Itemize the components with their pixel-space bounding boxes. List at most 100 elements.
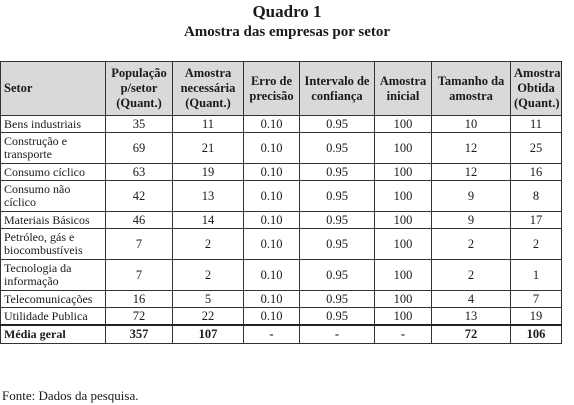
value-cell: 10 <box>431 115 511 133</box>
value-cell: 100 <box>374 163 432 181</box>
value-cell: 0.95 <box>299 259 375 291</box>
value-cell: 4 <box>431 290 511 308</box>
value-cell: 0.10 <box>243 211 300 229</box>
value-cell: 69 <box>105 132 173 164</box>
header-amostra-obtida: Amostra Obtida (Quant.) <box>510 61 562 116</box>
sector-cell: Bens industriais <box>0 115 106 133</box>
table-body: Bens industriais 35 11 0.10 0.95 100 10 11 Const… <box>0 115 562 344</box>
header-row: Setor População p/setor (Quant.) Amostra… <box>0 61 562 116</box>
value-cell: 63 <box>105 163 173 181</box>
value-cell: 19 <box>510 307 562 326</box>
value-cell: 0.10 <box>243 290 300 308</box>
value-cell: 0.10 <box>243 180 300 212</box>
source-note: Fonte: Dados da pesquisa. <box>2 388 139 403</box>
value-cell: 17 <box>510 211 562 229</box>
value-cell: 100 <box>374 115 432 133</box>
header-amostra-necessaria: Amostra necessária (Quant.) <box>172 61 244 116</box>
value-cell: 12 <box>431 163 511 181</box>
value-cell: 9 <box>431 180 511 212</box>
table-row: Petróleo, gás e biocombustíveis 7 2 0.10 0.9… <box>0 228 562 260</box>
sector-cell: Tecnologia da informação <box>0 259 106 291</box>
value-cell: 19 <box>172 163 244 181</box>
value-cell: 100 <box>374 211 432 229</box>
value-cell: 21 <box>172 132 244 164</box>
value-cell: 100 <box>374 180 432 212</box>
value-cell: 0.95 <box>299 115 375 133</box>
value-cell: 0.95 <box>299 290 375 308</box>
value-cell: 14 <box>172 211 244 229</box>
header-tamanho: Tamanho da amostra <box>431 61 511 116</box>
value-cell: 16 <box>105 290 173 308</box>
total-value: - <box>299 324 375 344</box>
table-row: Tecnologia da informação 7 2 0.10 0.95 100 2 1 <box>0 259 562 291</box>
value-cell: 42 <box>105 180 173 212</box>
value-cell: 100 <box>374 307 432 326</box>
table-row: Consumo cíclico 63 19 0.10 0.95 100 12 16 <box>0 163 562 181</box>
value-cell: 0.95 <box>299 132 375 164</box>
value-cell: 22 <box>172 307 244 326</box>
table-row: Utilidade Publica 72 22 0.10 0.95 100 13 19 <box>0 307 562 326</box>
value-cell: 0.95 <box>299 163 375 181</box>
value-cell: 0.10 <box>243 132 300 164</box>
value-cell: 2 <box>431 259 511 291</box>
header-populacao: População p/setor (Quant.) <box>105 61 173 116</box>
value-cell: 11 <box>172 115 244 133</box>
value-cell: 100 <box>374 290 432 308</box>
value-cell: 13 <box>172 180 244 212</box>
value-cell: 72 <box>105 307 173 326</box>
header-erro: Erro de precisão <box>243 61 300 116</box>
total-value: 107 <box>172 324 244 344</box>
total-value: - <box>243 324 300 344</box>
value-cell: 100 <box>374 259 432 291</box>
value-cell: 7 <box>510 290 562 308</box>
sector-cell: Construção e transporte <box>0 132 106 164</box>
total-value: 106 <box>510 324 562 344</box>
header-intervalo: Intervalo de confiança <box>299 61 375 116</box>
total-row: Média geral 357 107- - -72 106 <box>0 324 562 344</box>
table-title: Quadro 1 <box>252 2 322 21</box>
sector-cell: Petróleo, gás e biocombustíveis <box>0 228 106 260</box>
value-cell: 35 <box>105 115 173 133</box>
value-cell: 0.95 <box>299 307 375 326</box>
value-cell: 2 <box>172 259 244 291</box>
value-cell: 7 <box>105 259 173 291</box>
value-cell: 0.10 <box>243 163 300 181</box>
header-setor: Setor <box>0 61 106 116</box>
value-cell: 100 <box>374 132 432 164</box>
value-cell: 0.95 <box>299 211 375 229</box>
value-cell: 0.10 <box>243 228 300 260</box>
value-cell: 2 <box>510 228 562 260</box>
value-cell: 0.95 <box>299 228 375 260</box>
value-cell: 0.10 <box>243 259 300 291</box>
value-cell: 100 <box>374 228 432 260</box>
sector-cell: Consumo não cíclico <box>0 180 106 212</box>
value-cell: 12 <box>431 132 511 164</box>
header-amostra-inicial: Amostra inicial <box>374 61 432 116</box>
sector-cell: Utilidade Publica <box>0 307 106 326</box>
value-cell: 2 <box>172 228 244 260</box>
value-cell: 9 <box>431 211 511 229</box>
value-cell: 8 <box>510 180 562 212</box>
table-row: Telecomunicações 16 5 0.10 0.95 100 4 7 <box>0 290 562 308</box>
total-value: 72 <box>431 324 511 344</box>
table-row: Consumo não cíclico 42 13 0.10 0.95 100 9 8 <box>0 180 562 212</box>
value-cell: 16 <box>510 163 562 181</box>
value-cell: 2 <box>431 228 511 260</box>
sample-table: Setor População p/setor (Quant.) Amostra… <box>0 61 562 344</box>
value-cell: 46 <box>105 211 173 229</box>
value-cell: 0.10 <box>243 307 300 326</box>
sector-cell: Materiais Básicos <box>0 211 106 229</box>
total-value: - <box>374 324 432 344</box>
sector-cell: Telecomunicações <box>0 290 106 308</box>
value-cell: 0.95 <box>299 180 375 212</box>
table-subtitle: Amostra das empresas por setor <box>183 24 391 40</box>
value-cell: 11 <box>510 115 562 133</box>
value-cell: 7 <box>105 228 173 260</box>
table-row: Construção e transporte 69 21 0.10 0.95 100 12… <box>0 132 562 164</box>
total-value: 357 <box>105 324 173 344</box>
value-cell: 1 <box>510 259 562 291</box>
sector-cell: Consumo cíclico <box>0 163 106 181</box>
value-cell: 13 <box>431 307 511 326</box>
table-row: Bens industriais 35 11 0.10 0.95 100 10 11 <box>0 115 562 133</box>
